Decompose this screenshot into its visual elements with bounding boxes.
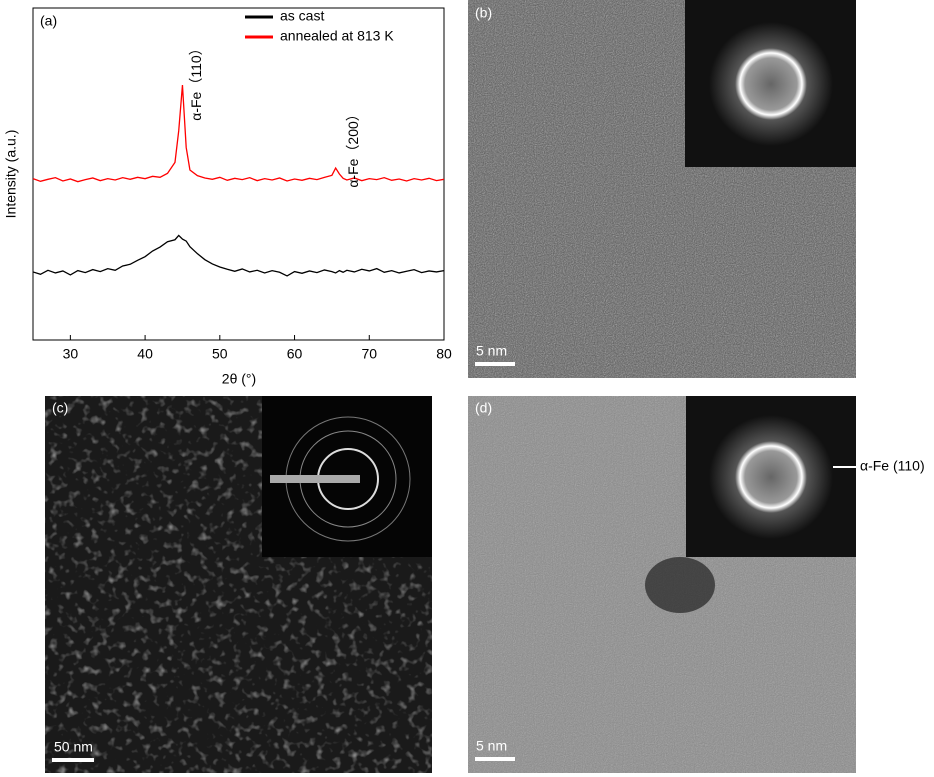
x-tick-label: 60 xyxy=(287,346,303,362)
x-tick-label: 50 xyxy=(212,346,228,362)
peak-annotation: α-Fe（110） xyxy=(188,41,204,120)
beam-stop xyxy=(270,475,360,483)
x-tick-label: 70 xyxy=(361,346,377,362)
panel-label: (c) xyxy=(52,400,68,416)
panel-label: (d) xyxy=(475,400,492,416)
data-line xyxy=(32,234,445,277)
fft-ring xyxy=(709,415,833,539)
x-tick-label: 30 xyxy=(63,346,79,362)
legend-label: annealed at 813 K xyxy=(280,28,394,44)
legend-label: as cast xyxy=(280,8,324,24)
y-axis-label: Intensity (a.u.) xyxy=(3,130,19,219)
x-tick-label: 80 xyxy=(436,346,452,362)
plot-frame xyxy=(32,7,445,341)
data-line xyxy=(32,84,445,183)
scale-bar xyxy=(475,757,515,761)
peak-annotation: α-Fe（200） xyxy=(345,107,361,187)
scale-label: 5 nm xyxy=(476,738,507,754)
scale-label: 5 nm xyxy=(476,343,507,359)
annotation: α-Fe (110) xyxy=(860,458,925,474)
fft-ring xyxy=(709,22,833,146)
x-axis-label: 2θ (°) xyxy=(222,371,256,387)
panel-label: (b) xyxy=(475,5,492,21)
panel-label: (a) xyxy=(40,13,57,29)
scale-bar xyxy=(52,758,94,762)
x-tick-label: 40 xyxy=(137,346,153,362)
particle xyxy=(645,557,715,613)
scale-bar xyxy=(475,362,515,366)
scale-label: 50 nm xyxy=(54,739,93,755)
